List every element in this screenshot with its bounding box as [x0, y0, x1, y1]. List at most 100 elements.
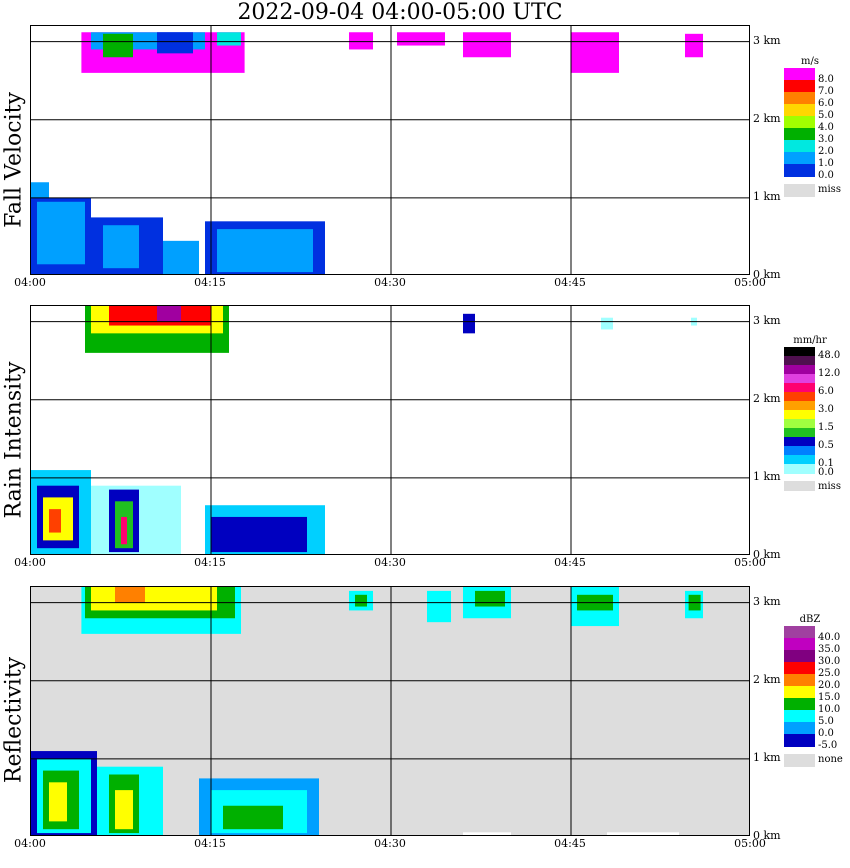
legend-unit-reflectivity: dBZ — [799, 614, 821, 625]
legend-swatch-fall-velocity — [784, 140, 815, 153]
echo-cell-fall-velocity-17 — [685, 33, 703, 58]
y-tick-label-fall-velocity: 2 km — [753, 111, 781, 125]
y-tick-label-reflectivity: 0 km — [753, 829, 781, 842]
echo-cell-rain-intensity-15 — [601, 317, 613, 330]
echo-cell-reflectivity-18 — [475, 590, 505, 607]
legend-swatch-fall-velocity — [784, 152, 815, 165]
legend-label-fall-velocity: 4.0 — [818, 122, 834, 133]
y-tick-label-fall-velocity: 3 km — [753, 33, 781, 47]
legend-label-fall-velocity: 6.0 — [818, 98, 834, 109]
heatmap-reflectivity — [31, 587, 749, 835]
legend-label-rain-intensity: 0.1 — [818, 458, 834, 469]
legend-swatch-fall-velocity — [784, 184, 815, 197]
plot-area-fall-velocity — [30, 25, 750, 275]
legend-swatch-fall-velocity — [784, 104, 815, 117]
legend-swatch-rain-intensity — [784, 356, 815, 366]
echo-cell-fall-velocity-16 — [571, 32, 619, 73]
x-tick-label-rain-intensity: 05:00 — [734, 556, 766, 569]
x-tick-label-fall-velocity: 04:00 — [14, 276, 46, 289]
legend-label-reflectivity: -5.0 — [818, 740, 838, 751]
plot-area-rain-intensity — [30, 305, 750, 555]
legend-swatch-rain-intensity — [784, 437, 815, 447]
legend-label-reflectivity: 5.0 — [818, 716, 834, 727]
x-tick-label-fall-velocity: 04:45 — [554, 276, 586, 289]
legend-swatch-rain-intensity — [784, 481, 815, 491]
x-tick-label-rain-intensity: 04:00 — [14, 556, 46, 569]
legend-label-rain-intensity: 3.0 — [818, 404, 834, 415]
legend-label-reflectivity: 40.0 — [818, 632, 841, 643]
chart-title: 2022-09-04 04:00-05:00 UTC — [237, 0, 563, 25]
echo-cell-fall-velocity-15 — [463, 32, 511, 58]
legend-label-rain-intensity: 12.0 — [818, 368, 841, 379]
legend-label-fall-velocity: 7.0 — [818, 86, 834, 97]
legend-label-reflectivity: 35.0 — [818, 644, 841, 655]
legend-swatch-rain-intensity — [784, 446, 815, 456]
heatmap-fall-velocity — [31, 26, 749, 274]
y-tick-label-fall-velocity: 0 km — [753, 268, 781, 281]
echo-cell-fall-velocity-2 — [103, 33, 133, 58]
echo-cell-fall-velocity-4 — [217, 32, 241, 46]
legend-swatch-reflectivity — [784, 674, 815, 687]
legend-swatch-rain-intensity — [784, 365, 815, 375]
echo-cell-rain-intensity-14 — [463, 313, 475, 334]
legend-label-reflectivity: 0.0 — [818, 728, 834, 739]
legend-swatch-rain-intensity — [784, 464, 815, 474]
heatmap-rain-intensity — [31, 306, 749, 554]
legend-swatch-rain-intensity — [784, 392, 815, 402]
legend-swatch-rain-intensity — [784, 401, 815, 411]
legend-swatch-reflectivity — [784, 710, 815, 723]
legend-swatch-fall-velocity — [784, 92, 815, 105]
legend-swatch-rain-intensity — [784, 410, 815, 420]
legend-swatch-rain-intensity — [784, 428, 815, 438]
echo-cell-reflectivity-13 — [223, 805, 283, 830]
legend-swatch-rain-intensity — [784, 455, 815, 465]
echo-cell-fall-velocity-14 — [397, 32, 445, 46]
legend-swatch-reflectivity — [784, 734, 815, 747]
echo-cell-fall-velocity-7 — [37, 201, 85, 265]
echo-cell-reflectivity-10 — [115, 790, 133, 830]
x-tick-label-rain-intensity: 04:15 — [194, 556, 226, 569]
legend-swatch-reflectivity — [784, 722, 815, 735]
legend-swatch-fall-velocity — [784, 128, 815, 141]
y-tick-label-rain-intensity: 0 km — [753, 548, 781, 561]
legend-label-rain-intensity: 1.5 — [818, 422, 834, 433]
legend-label-reflectivity: 30.0 — [818, 656, 841, 667]
legend-label-fall-velocity: 8.0 — [818, 74, 834, 85]
legend-swatch-fall-velocity — [784, 68, 815, 81]
legend-swatch-reflectivity — [784, 626, 815, 639]
echo-cell-rain-intensity-11 — [121, 516, 127, 545]
echo-cell-reflectivity-16 — [427, 590, 451, 623]
legend-swatch-rain-intensity — [784, 347, 815, 357]
legend-label-reflectivity: none — [818, 754, 843, 765]
legend-label-rain-intensity: 48.0 — [818, 350, 841, 361]
x-tick-label-reflectivity: 04:15 — [194, 837, 226, 850]
legend-swatch-reflectivity — [784, 662, 815, 675]
y-tick-label-rain-intensity: 1 km — [753, 469, 781, 483]
legend-swatch-rain-intensity — [784, 383, 815, 393]
x-tick-label-reflectivity: 04:45 — [554, 837, 586, 850]
y-tick-label-rain-intensity: 2 km — [753, 391, 781, 405]
legend-label-fall-velocity: 1.0 — [818, 158, 834, 169]
legend-swatch-rain-intensity — [784, 419, 815, 429]
y-tick-label-reflectivity: 2 km — [753, 672, 781, 686]
panel-label-rain-intensity: Rain Intensity — [1, 361, 27, 519]
x-tick-label-reflectivity: 04:30 — [374, 837, 406, 850]
panel-label-fall-velocity: Fall Velocity — [1, 92, 27, 228]
echo-cell-reflectivity-7 — [49, 782, 67, 822]
legend-label-reflectivity: 20.0 — [818, 680, 841, 691]
x-tick-label-reflectivity: 04:00 — [14, 837, 46, 850]
legend-swatch-reflectivity — [784, 638, 815, 651]
echo-cell-rain-intensity-13 — [211, 516, 307, 553]
legend-label-fall-velocity: 0.0 — [818, 170, 834, 181]
panel-label-reflectivity: Reflectivity — [1, 656, 27, 784]
echo-cell-reflectivity-2 — [91, 587, 217, 611]
x-tick-label-fall-velocity: 05:00 — [734, 276, 766, 289]
y-tick-label-reflectivity: 3 km — [753, 594, 781, 608]
y-tick-label-fall-velocity: 1 km — [753, 189, 781, 203]
echo-cell-fall-velocity-12 — [217, 229, 313, 273]
y-tick-label-rain-intensity: 3 km — [753, 313, 781, 327]
echo-cell-reflectivity-24 — [607, 832, 679, 835]
legend-label-fall-velocity: miss — [818, 184, 841, 195]
legend-label-rain-intensity: 6.0 — [818, 386, 834, 397]
legend-swatch-rain-intensity — [784, 374, 815, 384]
